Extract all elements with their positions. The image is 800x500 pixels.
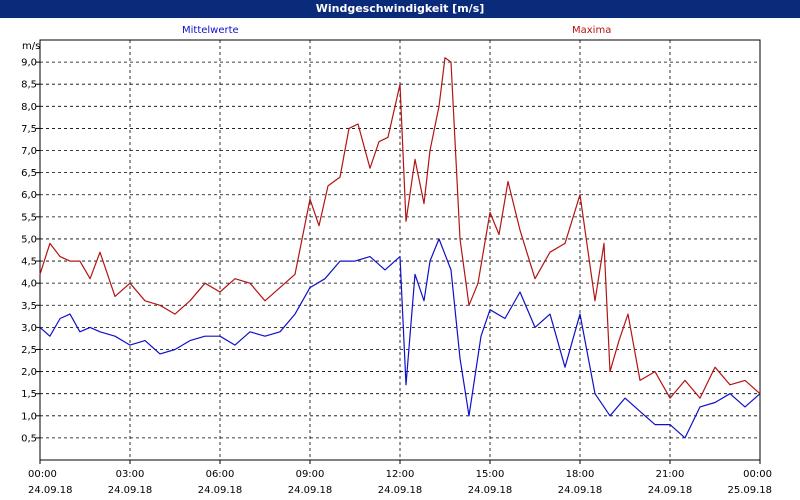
x-tick-date: 24.09.18 bbox=[468, 485, 513, 496]
x-tick-date: 24.09.18 bbox=[198, 485, 243, 496]
y-tick-label: 4,5 bbox=[21, 257, 37, 268]
y-axis-label: m/s bbox=[22, 41, 40, 52]
x-tick-time: 00:00 bbox=[743, 469, 772, 480]
x-tick-time: 15:00 bbox=[476, 469, 505, 480]
legend-mittelwerte: Mittelwerte bbox=[182, 25, 239, 36]
y-tick-label: 8,0 bbox=[21, 102, 37, 113]
x-tick-date: 24.09.18 bbox=[108, 485, 153, 496]
x-tick-time: 12:00 bbox=[386, 469, 415, 480]
y-tick-label: 6,5 bbox=[21, 168, 37, 179]
chart-title: Windgeschwindigkeit [m/s] bbox=[0, 0, 800, 18]
x-tick-time: 06:00 bbox=[206, 469, 235, 480]
x-tick-date: 24.09.18 bbox=[28, 485, 73, 496]
x-tick-time: 00:00 bbox=[28, 469, 57, 480]
y-tick-label: 7,5 bbox=[21, 124, 37, 135]
x-tick-date: 24.09.18 bbox=[648, 485, 693, 496]
y-tick-label: 3,0 bbox=[21, 323, 37, 334]
y-axis: 0,5 1,0 1,5 2,0 2,5 3,0 3,5 4,0 4,5 5,0 5,5 6,0 6,5 7… bbox=[21, 58, 40, 444]
legend-maxima: Maxima bbox=[572, 25, 612, 36]
y-tick-label: 8,5 bbox=[21, 80, 37, 91]
y-tick-label: 4,0 bbox=[21, 279, 37, 290]
x-tick-time: 09:00 bbox=[296, 469, 325, 480]
y-tick-label: 2,0 bbox=[21, 367, 37, 378]
y-tick-label: 5,5 bbox=[21, 212, 37, 223]
series-group bbox=[39, 57, 761, 439]
grid bbox=[40, 40, 760, 460]
x-tick-time: 18:00 bbox=[566, 469, 595, 480]
y-tick-label: 3,5 bbox=[21, 301, 37, 312]
x-tick-date: 24.09.18 bbox=[558, 485, 603, 496]
y-tick-label: 9,0 bbox=[21, 58, 37, 69]
x-tick-date: 24.09.18 bbox=[378, 485, 423, 496]
y-tick-label: 7,0 bbox=[21, 146, 37, 157]
x-tick-time: 21:00 bbox=[656, 469, 685, 480]
x-tick-date: 25.09.18 bbox=[727, 485, 772, 496]
series-line-1 bbox=[39, 57, 761, 399]
y-tick-label: 6,0 bbox=[21, 190, 37, 201]
x-tick-time: 03:00 bbox=[116, 469, 145, 480]
y-tick-label: 1,5 bbox=[21, 389, 37, 400]
x-tick-date: 24.09.18 bbox=[288, 485, 333, 496]
y-tick-label: 5,0 bbox=[21, 234, 37, 245]
y-tick-label: 1,0 bbox=[21, 411, 37, 422]
y-tick-label: 0,5 bbox=[21, 433, 37, 444]
x-axis: 00:00 24.09.18 03:00 24.09.18 06:00 24.09.18 0… bbox=[28, 460, 772, 496]
series-line-0 bbox=[39, 238, 761, 439]
y-tick-label: 2,5 bbox=[21, 345, 37, 356]
